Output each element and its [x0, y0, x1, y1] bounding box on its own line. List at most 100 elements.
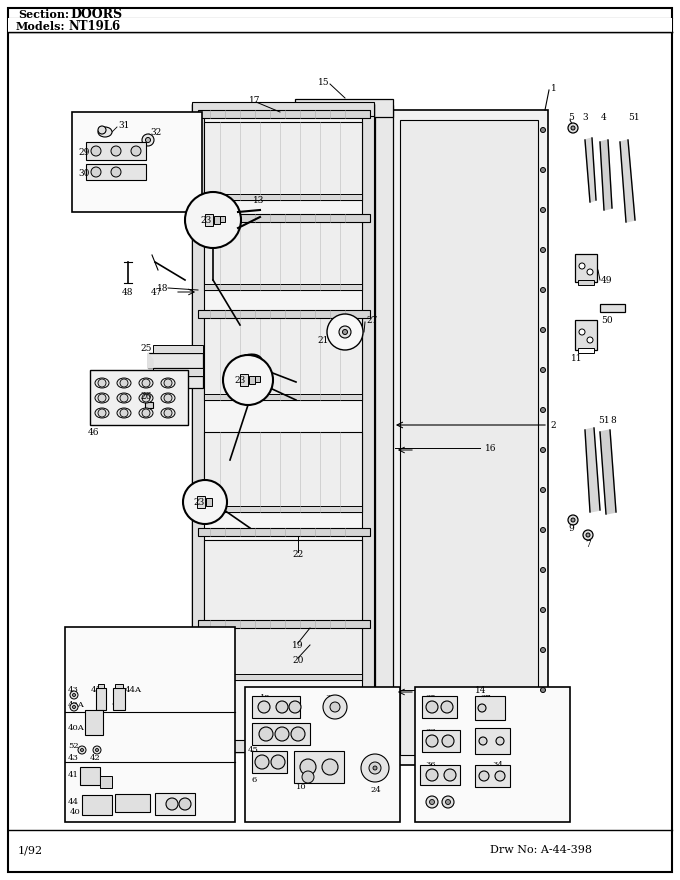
Bar: [252, 751, 287, 773]
Bar: [72, 112, 202, 212]
Bar: [235, 367, 263, 375]
Text: 51: 51: [598, 415, 610, 424]
Circle shape: [568, 123, 578, 133]
Circle shape: [568, 515, 578, 525]
Bar: [204, 284, 362, 290]
Text: 49: 49: [601, 275, 613, 284]
Text: 26: 26: [140, 392, 152, 400]
Circle shape: [276, 701, 288, 713]
Text: 24: 24: [370, 786, 381, 794]
Text: 7: 7: [585, 539, 591, 548]
Circle shape: [587, 269, 593, 275]
Circle shape: [479, 771, 489, 781]
Bar: [153, 345, 203, 353]
Circle shape: [142, 379, 150, 387]
Circle shape: [541, 607, 545, 612]
Bar: [600, 304, 625, 312]
Bar: [578, 348, 594, 353]
Circle shape: [571, 518, 575, 522]
Text: 11: 11: [571, 354, 583, 363]
Ellipse shape: [139, 393, 153, 403]
Circle shape: [323, 695, 347, 719]
Bar: [422, 696, 457, 718]
Text: 23: 23: [234, 376, 245, 385]
Circle shape: [80, 749, 84, 752]
Bar: [86, 164, 146, 180]
Circle shape: [541, 208, 545, 212]
Text: 15: 15: [318, 77, 330, 86]
Circle shape: [258, 701, 270, 713]
Bar: [420, 765, 460, 785]
Bar: [475, 696, 505, 720]
Text: 48: 48: [122, 288, 133, 297]
Circle shape: [223, 355, 273, 405]
Bar: [80, 767, 100, 785]
Bar: [198, 110, 370, 118]
Circle shape: [541, 568, 545, 573]
Text: Drw No: A-44-398: Drw No: A-44-398: [490, 845, 592, 855]
Circle shape: [164, 379, 172, 387]
Text: 38: 38: [492, 728, 503, 736]
Ellipse shape: [161, 393, 175, 403]
Bar: [100, 776, 112, 788]
Circle shape: [541, 488, 545, 493]
Circle shape: [330, 702, 340, 712]
Bar: [113, 688, 125, 710]
Polygon shape: [600, 430, 616, 514]
Bar: [85, 710, 103, 735]
Bar: [422, 730, 460, 752]
Circle shape: [579, 329, 585, 335]
Circle shape: [98, 409, 106, 417]
Text: 40A: 40A: [68, 724, 85, 732]
Ellipse shape: [117, 408, 131, 418]
Circle shape: [289, 701, 301, 713]
Text: 12: 12: [260, 694, 271, 702]
Bar: [204, 122, 362, 200]
Ellipse shape: [95, 408, 109, 418]
Polygon shape: [620, 140, 635, 222]
Text: 2: 2: [550, 421, 556, 429]
Circle shape: [587, 337, 593, 343]
Circle shape: [78, 746, 86, 754]
Text: 16: 16: [485, 444, 496, 452]
Circle shape: [70, 703, 78, 711]
Bar: [148, 376, 203, 388]
Text: 50: 50: [601, 316, 613, 325]
Polygon shape: [600, 140, 612, 210]
Text: 5: 5: [568, 113, 574, 121]
Bar: [240, 374, 248, 386]
Circle shape: [583, 530, 593, 540]
Text: 13: 13: [253, 195, 265, 204]
Bar: [90, 370, 188, 425]
Bar: [294, 751, 344, 783]
Circle shape: [541, 247, 545, 253]
Circle shape: [275, 727, 289, 741]
Bar: [214, 216, 220, 224]
Text: 27: 27: [366, 316, 377, 325]
Text: 46: 46: [88, 428, 99, 436]
Circle shape: [93, 746, 101, 754]
Circle shape: [271, 755, 285, 769]
Text: Section:: Section:: [18, 9, 69, 19]
Circle shape: [302, 771, 314, 783]
Text: 52: 52: [68, 742, 79, 750]
Circle shape: [255, 755, 269, 769]
Text: 44: 44: [68, 798, 79, 806]
Bar: [115, 794, 150, 812]
Bar: [153, 368, 203, 376]
Bar: [220, 216, 225, 222]
Bar: [8, 18, 672, 32]
Text: 34: 34: [492, 761, 503, 769]
Circle shape: [111, 167, 121, 177]
Circle shape: [479, 737, 487, 745]
Ellipse shape: [98, 127, 112, 137]
Polygon shape: [585, 428, 600, 512]
Text: 47: 47: [151, 288, 163, 297]
Text: 43: 43: [68, 754, 79, 762]
Text: 23: 23: [200, 216, 211, 224]
Text: 45: 45: [248, 746, 259, 754]
Bar: [575, 254, 597, 282]
Circle shape: [444, 769, 456, 781]
Text: 1/92: 1/92: [18, 845, 43, 855]
Text: NT19L6: NT19L6: [68, 19, 120, 33]
